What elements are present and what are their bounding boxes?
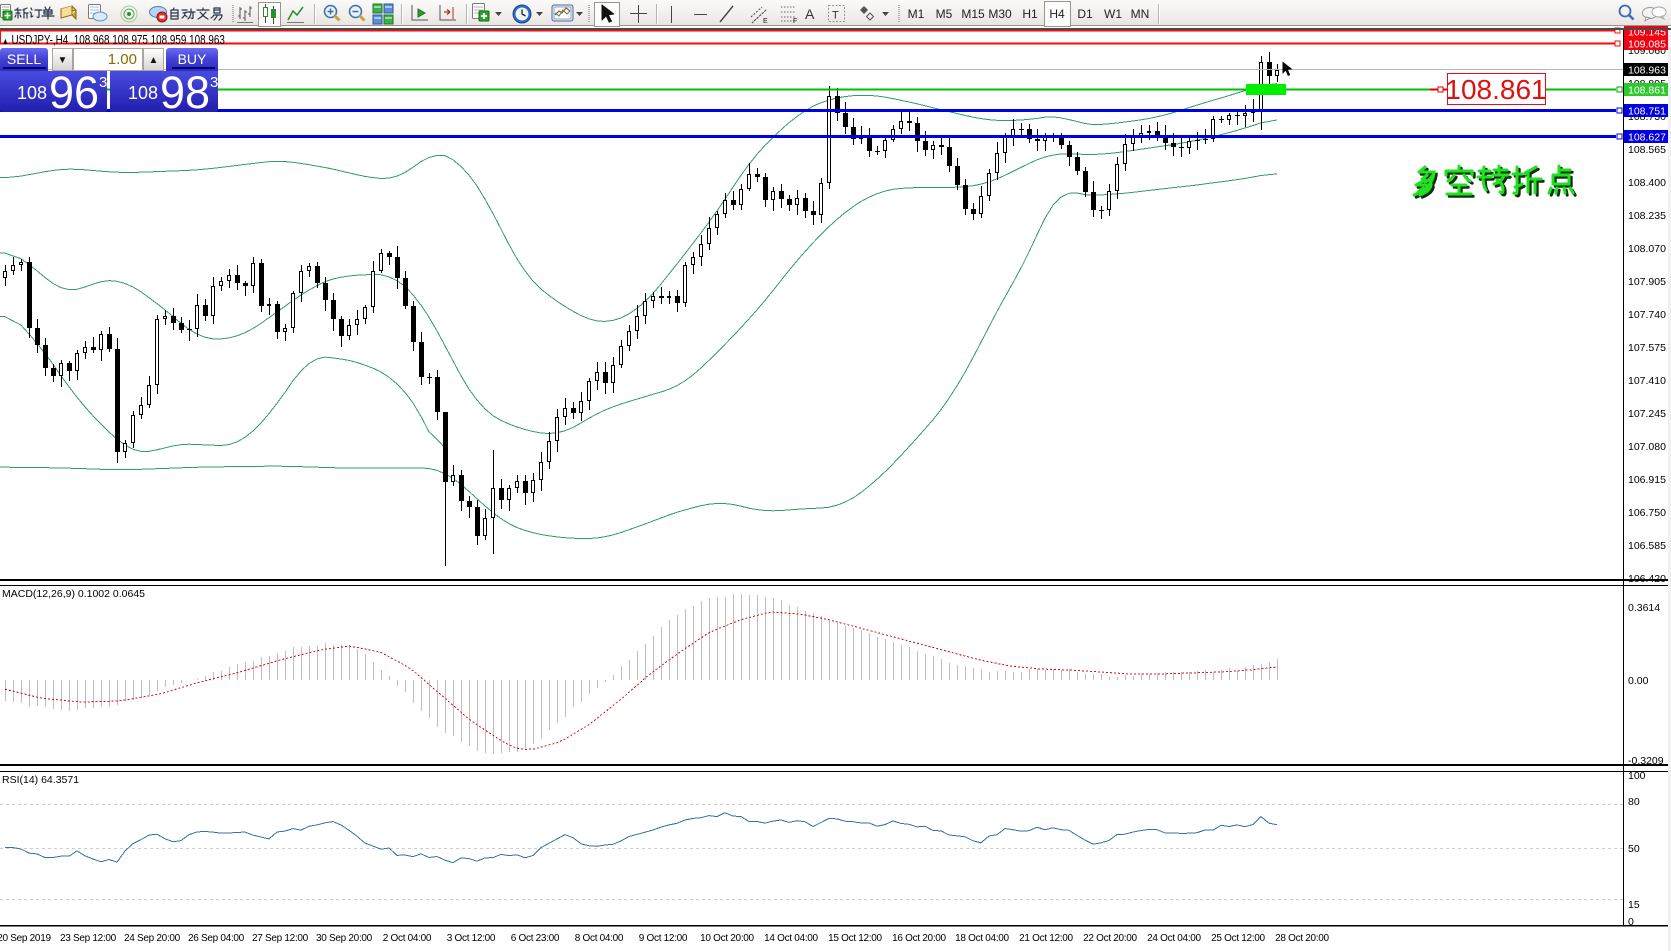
svg-text:80: 80	[1628, 796, 1640, 808]
svg-text:2 Oct 04:00: 2 Oct 04:00	[383, 933, 432, 944]
svg-text:106.750: 106.750	[1628, 507, 1666, 519]
svg-text:108.861: 108.861	[1628, 85, 1666, 97]
svg-text:15: 15	[1628, 899, 1640, 911]
svg-text:50: 50	[1628, 843, 1640, 855]
svg-text:H1: H1	[1022, 7, 1038, 21]
svg-text:108.565: 108.565	[1628, 144, 1666, 156]
svg-text:H4: H4	[1049, 7, 1065, 21]
svg-text:106.915: 106.915	[1628, 474, 1666, 486]
svg-text:108.751: 108.751	[1628, 106, 1666, 118]
svg-text:107.740: 107.740	[1628, 309, 1666, 321]
svg-text:24 Oct 04:00: 24 Oct 04:00	[1147, 933, 1201, 944]
svg-text:A: A	[805, 6, 815, 22]
svg-text:10 Oct 20:00: 10 Oct 20:00	[700, 933, 754, 944]
svg-text:0.00: 0.00	[1628, 675, 1649, 687]
svg-text:M30: M30	[988, 7, 1012, 21]
svg-text:30 Sep 20:00: 30 Sep 20:00	[316, 933, 373, 944]
svg-text:107.575: 107.575	[1628, 342, 1666, 354]
svg-text:23 Sep 12:00: 23 Sep 12:00	[60, 933, 117, 944]
svg-text:0.3614: 0.3614	[1628, 602, 1660, 614]
svg-text:M1: M1	[908, 7, 925, 21]
svg-text:W1: W1	[1104, 7, 1122, 21]
svg-text:6 Oct 23:00: 6 Oct 23:00	[511, 933, 560, 944]
svg-text:-0.3209: -0.3209	[1628, 755, 1664, 767]
svg-text:16 Oct 20:00: 16 Oct 20:00	[892, 933, 946, 944]
svg-text:25 Oct 12:00: 25 Oct 12:00	[1211, 933, 1265, 944]
svg-text:15 Oct 12:00: 15 Oct 12:00	[828, 933, 882, 944]
svg-text:8 Oct 04:00: 8 Oct 04:00	[575, 933, 624, 944]
svg-text:20 Sep 2019: 20 Sep 2019	[0, 933, 51, 944]
svg-text:M5: M5	[936, 7, 953, 21]
svg-text:108.235: 108.235	[1628, 210, 1666, 222]
svg-text:107.905: 107.905	[1628, 276, 1666, 288]
svg-text:109.085: 109.085	[1628, 39, 1666, 51]
svg-text:E: E	[763, 18, 768, 25]
svg-text:14 Oct 04:00: 14 Oct 04:00	[764, 933, 818, 944]
svg-text:22 Oct 20:00: 22 Oct 20:00	[1083, 933, 1137, 944]
svg-text:RSI(14) 64.3571: RSI(14) 64.3571	[2, 774, 79, 786]
svg-text:107.410: 107.410	[1628, 375, 1666, 387]
svg-text:108.861: 108.861	[1445, 74, 1546, 105]
svg-text:108.963: 108.963	[1628, 65, 1666, 77]
svg-text:27 Sep 12:00: 27 Sep 12:00	[252, 933, 309, 944]
svg-text:3 Oct 12:00: 3 Oct 12:00	[447, 933, 496, 944]
svg-text:106.585: 106.585	[1628, 540, 1666, 552]
svg-text:107.245: 107.245	[1628, 408, 1666, 420]
svg-text:M15: M15	[961, 7, 985, 21]
svg-text:21 Oct 12:00: 21 Oct 12:00	[1019, 933, 1073, 944]
svg-text:108.400: 108.400	[1628, 177, 1666, 189]
svg-text:24 Sep 20:00: 24 Sep 20:00	[124, 933, 181, 944]
svg-text:26 Sep 04:00: 26 Sep 04:00	[188, 933, 245, 944]
svg-text:0: 0	[1628, 916, 1634, 928]
svg-text:107.080: 107.080	[1628, 441, 1666, 453]
svg-text:T: T	[832, 10, 839, 22]
svg-text:D1: D1	[1077, 7, 1093, 21]
svg-text:MACD(12,26,9) 0.1002 0.0645: MACD(12,26,9) 0.1002 0.0645	[2, 588, 145, 600]
svg-text:F: F	[793, 18, 797, 25]
svg-text:108.627: 108.627	[1628, 132, 1666, 144]
svg-text:106.420: 106.420	[1628, 573, 1666, 585]
svg-text:MN: MN	[1131, 7, 1150, 21]
svg-text:28 Oct 20:00: 28 Oct 20:00	[1275, 933, 1329, 944]
svg-text:9 Oct 12:00: 9 Oct 12:00	[639, 933, 688, 944]
svg-text:18 Oct 04:00: 18 Oct 04:00	[955, 933, 1009, 944]
svg-text:108.070: 108.070	[1628, 243, 1666, 255]
svg-text:100: 100	[1628, 770, 1646, 782]
